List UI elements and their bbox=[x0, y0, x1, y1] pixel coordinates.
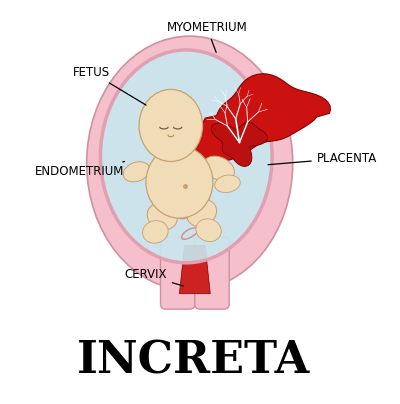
Ellipse shape bbox=[196, 219, 221, 242]
FancyBboxPatch shape bbox=[195, 237, 229, 309]
Ellipse shape bbox=[215, 175, 240, 193]
Text: FETUS: FETUS bbox=[73, 66, 146, 105]
Text: CERVIX: CERVIX bbox=[124, 268, 184, 286]
Text: MYOMETRIUM: MYOMETRIUM bbox=[166, 21, 247, 53]
Ellipse shape bbox=[139, 89, 202, 162]
Ellipse shape bbox=[203, 156, 234, 181]
Ellipse shape bbox=[87, 36, 293, 290]
Ellipse shape bbox=[100, 50, 272, 263]
Ellipse shape bbox=[160, 149, 186, 168]
Ellipse shape bbox=[187, 200, 216, 227]
Ellipse shape bbox=[123, 162, 150, 182]
Ellipse shape bbox=[147, 203, 177, 230]
Text: PLACENTA: PLACENTA bbox=[268, 152, 377, 165]
Text: ENDOMETRIUM: ENDOMETRIUM bbox=[35, 162, 124, 178]
Polygon shape bbox=[211, 122, 268, 166]
Polygon shape bbox=[194, 74, 330, 162]
Polygon shape bbox=[179, 246, 210, 294]
Ellipse shape bbox=[142, 221, 168, 243]
Ellipse shape bbox=[146, 146, 213, 218]
Text: INCRETA: INCRETA bbox=[76, 340, 310, 383]
FancyBboxPatch shape bbox=[160, 237, 195, 309]
